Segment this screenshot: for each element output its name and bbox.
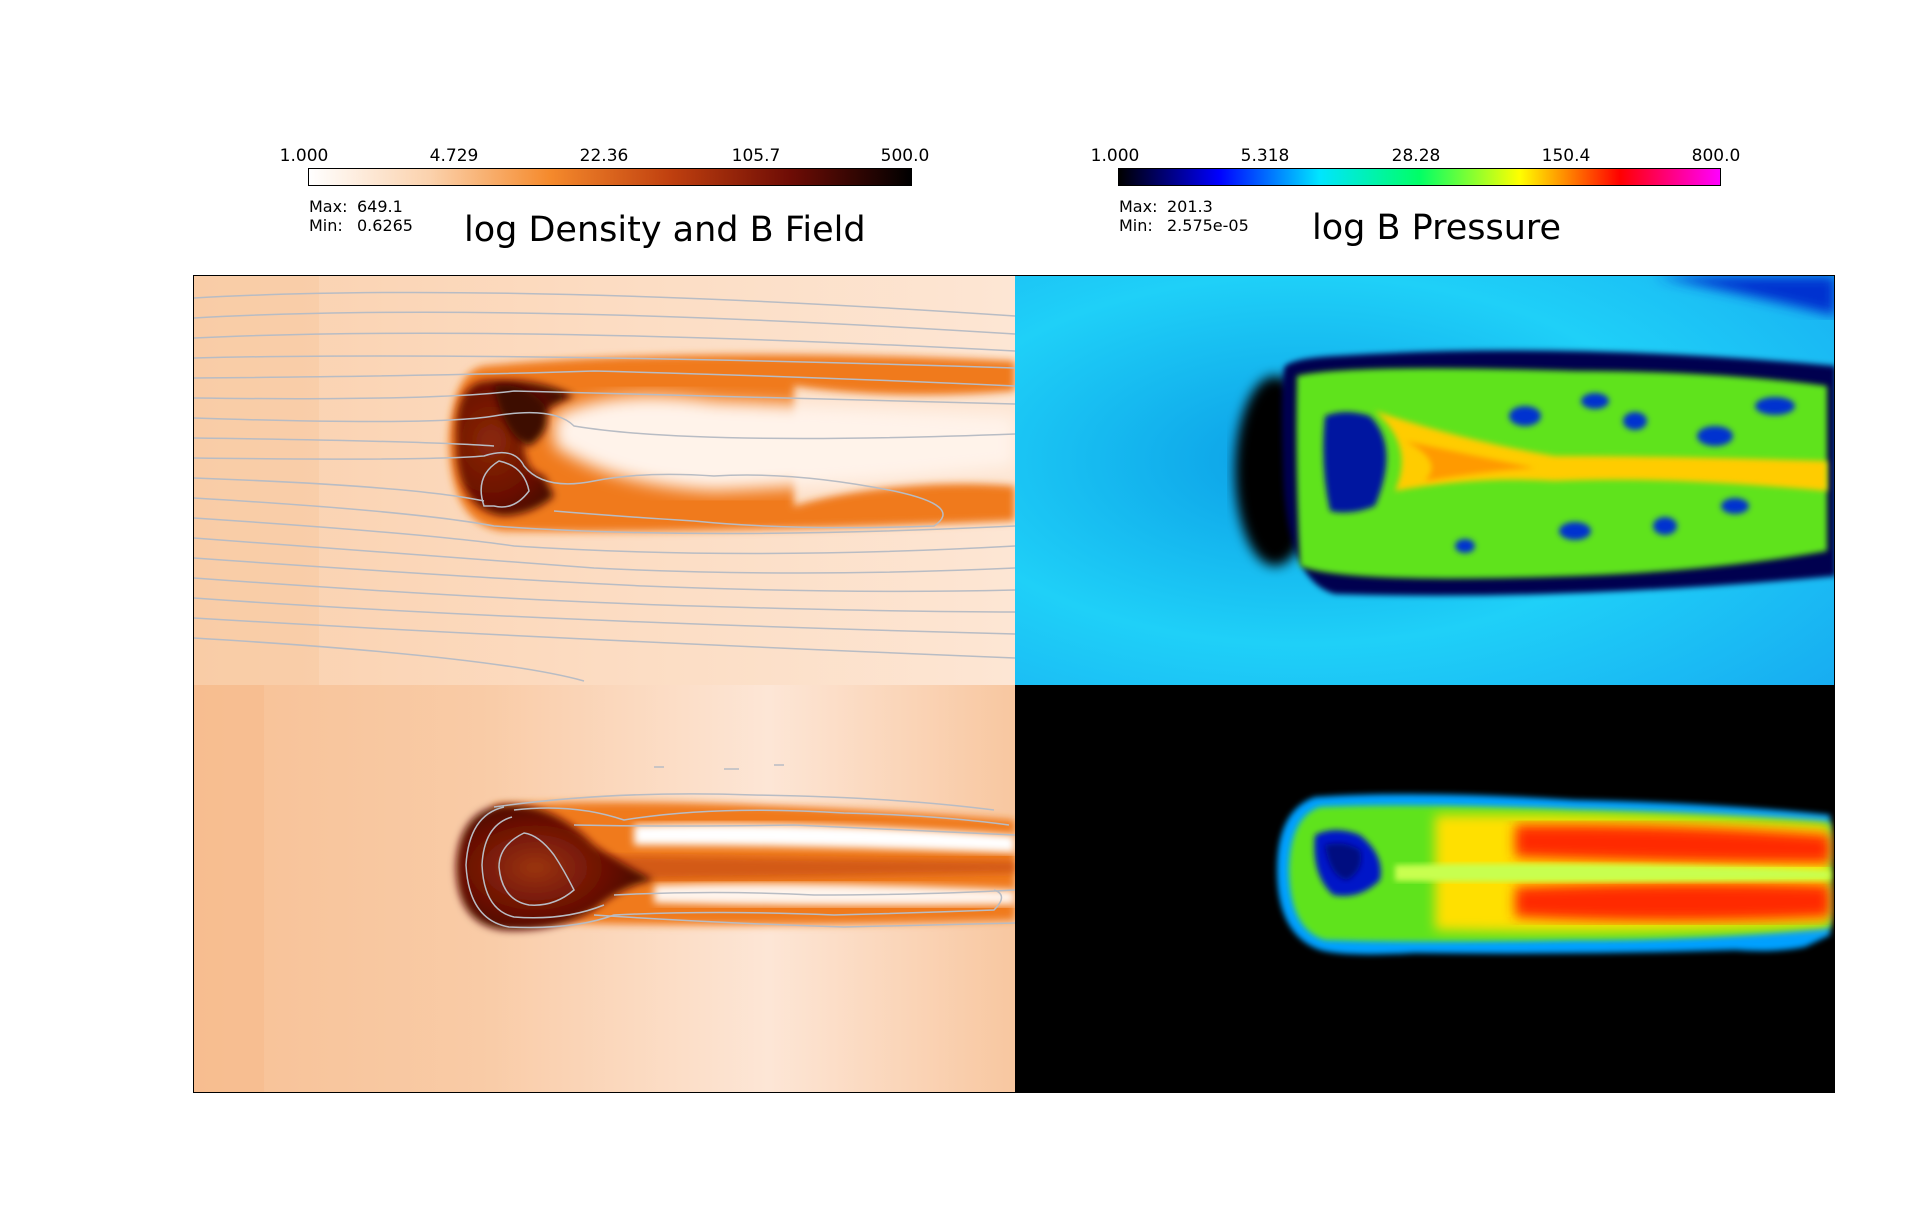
simulation-plot-area xyxy=(193,275,1835,1093)
density-tick-2: 22.36 xyxy=(579,146,629,166)
bpressure-colorbar-gradient xyxy=(1118,168,1721,186)
density-tick-4: 500.0 xyxy=(880,146,930,166)
density-min-label: Min: xyxy=(309,216,343,235)
density-min-value: 0.6265 xyxy=(357,216,413,235)
bpressure-max-value: 201.3 xyxy=(1167,197,1213,216)
density-colorbar-gradient xyxy=(308,168,912,186)
density-max-value: 649.1 xyxy=(357,197,403,216)
bpressure-title: log B Pressure xyxy=(1312,208,1562,248)
bpressure-min-label: Min: xyxy=(1119,216,1153,235)
bpressure-stats: Max: 201.3 Min: 2.575e-05 xyxy=(1119,197,1249,235)
density-tick-1: 4.729 xyxy=(429,146,479,166)
bpressure-tick-3: 150.4 xyxy=(1541,146,1591,166)
bpressure-panel-bottom xyxy=(1015,685,1834,1092)
bpressure-tick-1: 5.318 xyxy=(1240,146,1290,166)
bpressure-max-label: Max: xyxy=(1119,197,1158,216)
bpressure-tick-4: 800.0 xyxy=(1691,146,1741,166)
density-max-label: Max: xyxy=(309,197,348,216)
density-tick-3: 105.7 xyxy=(731,146,781,166)
bpressure-tick-2: 28.28 xyxy=(1391,146,1441,166)
density-title: log Density and B Field xyxy=(464,210,866,250)
bpressure-panel-top xyxy=(1015,276,1834,685)
density-panel-top xyxy=(194,276,1015,685)
density-tick-0: 1.000 xyxy=(279,146,329,166)
bpressure-min-value: 2.575e-05 xyxy=(1167,216,1249,235)
density-stats: Max: 649.1 Min: 0.6265 xyxy=(309,197,413,235)
bpressure-tick-0: 1.000 xyxy=(1090,146,1140,166)
density-panel-bottom xyxy=(194,685,1015,1092)
